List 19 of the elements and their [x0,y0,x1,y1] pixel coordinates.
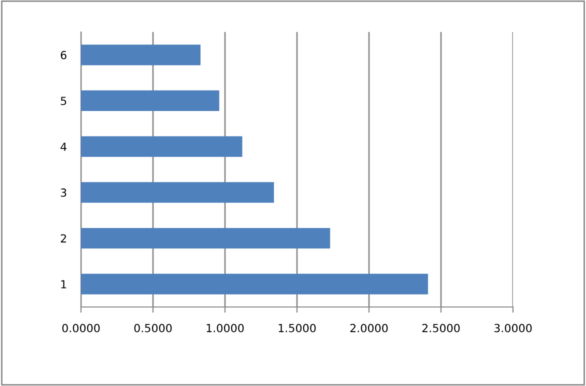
y-tick-label: 1 [61,280,66,288]
y-tick-label: 6 [60,50,66,60]
x-tick-label: 1.0000 [206,324,244,332]
bar [81,90,220,112]
y-tick-label: 5 [60,96,66,106]
bar [81,228,330,249]
x-tick-label: 0.0000 [62,324,100,332]
x-tick-label: 2.0000 [350,324,388,332]
x-tick-label: 2.5000 [422,324,460,332]
bar [81,274,428,294]
bar [81,136,242,157]
bar [81,44,201,66]
x-tick-label: 1.5000 [278,324,316,332]
y-tick-label: 4 [60,142,66,151]
y-tick-label: 2 [60,234,66,242]
x-tick-label: 0.5000 [134,324,172,332]
bar [81,182,274,203]
x-tick-label: 3.0000 [494,324,532,332]
y-tick-label: 3 [60,188,66,197]
